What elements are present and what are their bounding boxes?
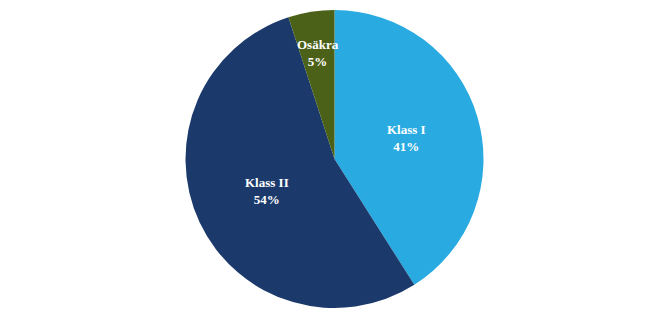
svg-text:Osäkra5%: Osäkra5% bbox=[297, 37, 339, 69]
svg-text:Klass II54%: Klass II54% bbox=[245, 175, 289, 207]
svg-text:Klass I41%: Klass I41% bbox=[387, 122, 426, 154]
